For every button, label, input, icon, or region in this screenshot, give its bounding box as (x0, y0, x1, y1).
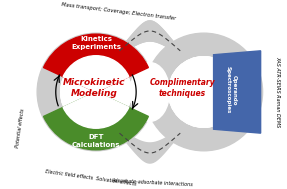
Text: XAS ATR-SEIRS Raman DEMS: XAS ATR-SEIRS Raman DEMS (275, 56, 280, 128)
Wedge shape (63, 92, 129, 128)
Polygon shape (214, 51, 261, 133)
Ellipse shape (130, 63, 170, 121)
Circle shape (168, 57, 239, 127)
Text: Kinetics
Experiments: Kinetics Experiments (71, 36, 121, 50)
Text: DFT
Calculations: DFT Calculations (72, 134, 120, 148)
Text: Operando
Spectroscopies: Operando Spectroscopies (226, 66, 237, 114)
Polygon shape (114, 21, 186, 59)
Circle shape (168, 57, 239, 127)
Text: Complimentary
techniques: Complimentary techniques (150, 78, 215, 98)
Circle shape (145, 33, 263, 151)
Text: Mass transport; Coverage; Electron transfer: Mass transport; Coverage; Electron trans… (61, 2, 176, 21)
Text: Potential effects: Potential effects (15, 108, 26, 148)
Polygon shape (114, 21, 186, 59)
Circle shape (37, 33, 155, 151)
Text: Electric field effects  Solvation effects: Electric field effects Solvation effects (45, 169, 137, 187)
Wedge shape (44, 34, 148, 92)
Circle shape (61, 57, 131, 127)
Text: Adsorbate-adsorbate interactions: Adsorbate-adsorbate interactions (111, 178, 193, 188)
Circle shape (168, 57, 239, 127)
Circle shape (61, 57, 131, 127)
Wedge shape (63, 56, 129, 92)
Polygon shape (114, 125, 186, 163)
Wedge shape (44, 92, 148, 150)
Circle shape (61, 57, 131, 127)
Text: Microkinetic
Modeling: Microkinetic Modeling (63, 78, 125, 98)
